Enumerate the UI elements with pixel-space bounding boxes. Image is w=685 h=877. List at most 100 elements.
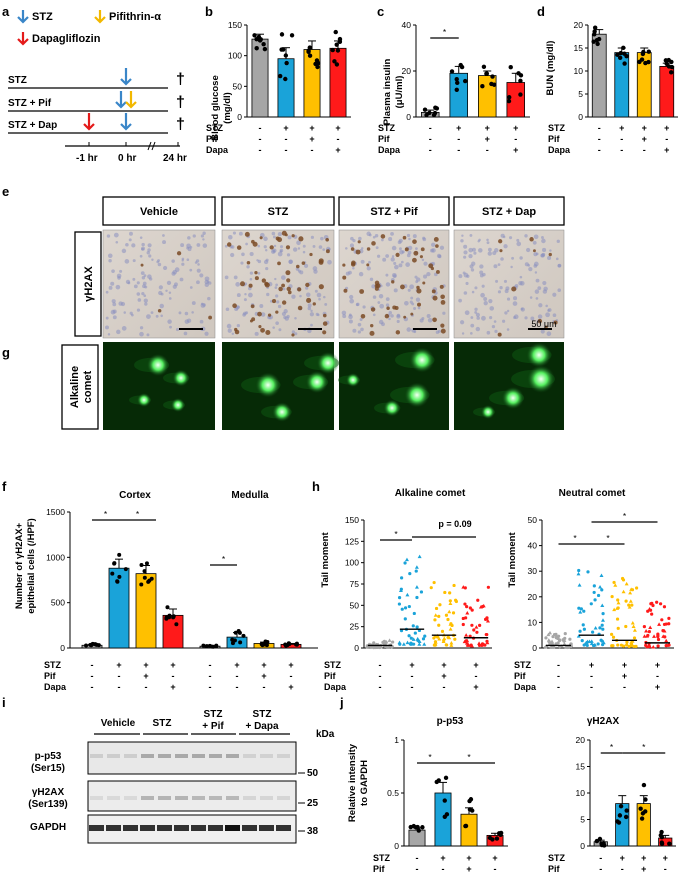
nucleus-blue xyxy=(265,258,269,262)
y-tick-label-h2: 40 xyxy=(528,541,538,551)
panel-e-headers: Vehicle STZ STZ + Pif STZ + Dap xyxy=(102,196,565,226)
data-point-h2 xyxy=(615,617,620,621)
data-point-h1 xyxy=(400,576,404,580)
nucleus-blue xyxy=(398,238,403,243)
cond-sign-j1: - xyxy=(416,853,419,863)
nucleus-blue xyxy=(516,241,522,247)
nucleus-blue xyxy=(549,249,552,252)
cond-sign-c: + xyxy=(456,123,461,133)
nucleus-brown xyxy=(430,266,434,271)
data-point-h1 xyxy=(453,637,457,641)
nucleus-blue xyxy=(204,282,210,288)
data-point-f xyxy=(84,643,89,648)
data-point-h2 xyxy=(610,632,614,636)
nucleus-blue xyxy=(385,254,390,258)
data-point-h1 xyxy=(452,583,456,588)
nucleus-blue xyxy=(162,234,165,237)
band-yh2ax xyxy=(158,796,171,800)
nucleus-blue xyxy=(318,297,321,301)
nucleus-brown xyxy=(297,305,303,311)
nucleus-brown xyxy=(312,302,316,306)
data-point-h1 xyxy=(465,610,470,615)
schema-row-pif: STZ + Pif † xyxy=(8,91,185,112)
nucleus-blue xyxy=(129,231,133,236)
y-tick-label-c: 0 xyxy=(406,112,411,122)
data-point-h2 xyxy=(644,628,649,633)
nucleus-brown xyxy=(281,283,286,288)
nucleus-blue xyxy=(479,270,484,275)
axis-break-icon xyxy=(147,141,156,151)
nucleus-blue xyxy=(159,303,164,309)
nucleus-blue xyxy=(143,274,147,277)
data-point-h1 xyxy=(391,640,395,644)
nucleus-blue xyxy=(472,247,476,252)
nucleus-blue xyxy=(529,296,533,299)
nucleus-blue xyxy=(541,236,544,239)
nucleus-blue xyxy=(133,284,138,289)
nucleus-blue xyxy=(107,333,111,336)
nucleus-blue xyxy=(464,310,470,316)
cond-label-d: Pif xyxy=(548,134,561,144)
cond-sign-h1: + xyxy=(473,682,478,692)
nucleus-blue xyxy=(371,284,376,289)
data-point-h2 xyxy=(634,586,639,590)
band-p53 xyxy=(277,754,290,758)
nucleus-brown xyxy=(291,333,295,337)
data-point-c xyxy=(481,64,487,69)
nucleus-blue xyxy=(254,331,259,336)
nucleus-blue xyxy=(142,281,147,286)
data-point-h1 xyxy=(447,609,452,614)
cond-sign-h2: - xyxy=(557,660,560,670)
data-point-b xyxy=(283,53,289,58)
h1-title: Alkaline comet xyxy=(395,488,466,499)
nucleus-blue xyxy=(317,313,320,317)
nucleus-brown xyxy=(375,283,381,289)
y-tick-label-j1: 0 xyxy=(394,841,399,851)
data-point-h1 xyxy=(411,624,415,628)
nucleus-blue xyxy=(500,233,505,238)
nucleus-brown xyxy=(285,245,291,250)
nucleus-blue xyxy=(470,316,474,319)
nucleus-blue xyxy=(136,308,141,312)
comet-head xyxy=(146,353,170,377)
nucleus-blue xyxy=(417,306,421,310)
comet-head xyxy=(137,393,151,407)
nucleus-blue xyxy=(263,236,268,242)
bar-j1 xyxy=(408,829,426,847)
data-point-f xyxy=(115,579,120,584)
y-tick-label-f: 1000 xyxy=(46,552,65,562)
cond-sign-d: + xyxy=(664,145,669,155)
nucleus-blue xyxy=(108,258,112,263)
nucleus-blue xyxy=(475,312,480,317)
nucleus-blue xyxy=(519,275,523,279)
data-point-h1 xyxy=(403,606,408,610)
nucleus-blue xyxy=(147,243,152,248)
cond-label-f: Pif xyxy=(44,671,57,681)
data-point-f xyxy=(117,574,122,579)
nucleus-blue xyxy=(423,261,428,266)
cond-sign-j2: + xyxy=(641,853,646,863)
blot-header-stz-dapa: STZ xyxy=(253,709,272,720)
cond-sign-c: + xyxy=(485,134,490,144)
nucleus-blue xyxy=(107,253,113,259)
nucleus-blue xyxy=(277,232,283,237)
stz-arrow-icon xyxy=(115,91,127,109)
nucleus-blue xyxy=(358,236,362,241)
nucleus-brown xyxy=(234,327,238,332)
data-point-c xyxy=(518,73,524,78)
nucleus-blue xyxy=(460,239,464,243)
nucleus-blue xyxy=(204,331,209,336)
nucleus-blue xyxy=(409,284,415,290)
time-label: 24 hr xyxy=(163,153,187,164)
nucleus-brown xyxy=(236,245,242,250)
dagger-icon: † xyxy=(176,94,185,111)
data-point-b xyxy=(314,58,320,63)
y-tick-label-h1: 0 xyxy=(354,643,359,653)
nucleus-blue xyxy=(406,327,412,332)
nucleus-blue xyxy=(324,302,328,306)
schema-row-stz: STZ † xyxy=(8,68,185,89)
dapa-arrow-icon xyxy=(83,113,95,131)
nucleus-blue xyxy=(487,251,492,256)
nucleus-blue xyxy=(537,314,543,319)
data-point-f xyxy=(204,644,209,649)
